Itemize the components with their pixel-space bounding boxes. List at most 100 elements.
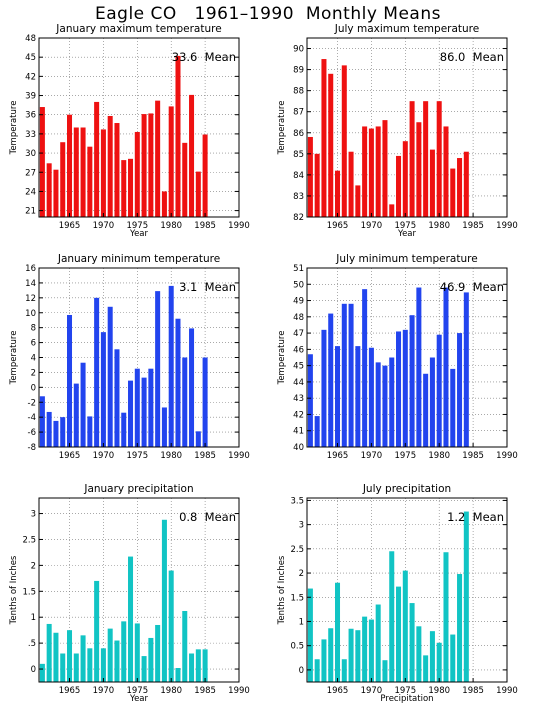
data-bar [368, 619, 374, 682]
y-tick-label: 84 [293, 171, 304, 181]
data-bar [100, 129, 106, 217]
y-tick-label: 24 [25, 187, 36, 197]
x-tick-label: 1990 [228, 221, 250, 231]
data-bar [100, 332, 106, 447]
data-bar [73, 383, 79, 447]
data-bar [189, 94, 195, 217]
x-tick-label: 1985 [194, 451, 216, 461]
plot-frame [306, 267, 508, 448]
y-tick-label: 27 [25, 168, 36, 178]
x-tick-label: 1970 [93, 451, 115, 461]
y-tick-label: .5 [28, 639, 36, 649]
data-bar [450, 634, 456, 682]
x-tick-label: 1970 [361, 221, 383, 231]
data-bar [80, 362, 86, 447]
y-tick-label: 48 [25, 34, 36, 44]
data-bar [168, 570, 174, 682]
data-bar [155, 100, 161, 217]
data-bar [443, 126, 449, 217]
data-bar [67, 630, 73, 682]
x-tick-label: 1980 [428, 221, 450, 231]
data-bar [389, 204, 395, 217]
x-tick-label: 1985 [194, 686, 216, 696]
data-bar [39, 663, 45, 682]
y-tick-label: 39 [25, 92, 36, 102]
mean-label: 33.6 Mean [172, 50, 236, 64]
y-axis-label: Temperature [9, 101, 19, 156]
data-bar [134, 623, 140, 682]
data-bar [375, 362, 381, 447]
y-tick-label: 51 [293, 264, 304, 274]
y-tick-label: 14 [25, 279, 36, 289]
data-bar [73, 127, 79, 217]
data-bar [396, 331, 402, 447]
data-bar [141, 114, 147, 217]
data-bar [155, 624, 161, 682]
data-bar [416, 122, 422, 217]
jul-precip-chart: July precipitation 0 0.5 1 1.5 2 2.5 3 3.5 1965 19… [277, 483, 518, 704]
data-bar [348, 303, 354, 447]
x-tick-label: 1965 [327, 451, 349, 461]
y-tick-label: 12 [25, 294, 36, 304]
x-tick-label: 1970 [361, 686, 383, 696]
y-tick-label: 3 [299, 521, 304, 531]
y-tick-label: 90 [293, 45, 304, 55]
data-bar [443, 552, 449, 682]
data-bar [87, 146, 93, 217]
y-axis-label: Temperature [277, 331, 287, 386]
mean-label: 0.8 Mean [179, 510, 236, 524]
data-bar [60, 653, 66, 682]
plot-frame [38, 497, 240, 683]
y-axis-label: Tenths of Inches [9, 555, 19, 625]
data-bar [328, 628, 334, 682]
data-bar [121, 621, 127, 682]
y-tick-label: 46 [293, 345, 304, 355]
x-tick-label: 1990 [228, 686, 250, 696]
jan-precip-chart: January precipitation 0 .5 1 1.5 2 2.5 3 1965 197… [9, 483, 250, 704]
y-tick-label: 49 [293, 297, 304, 307]
y-tick-label: 8 [31, 324, 36, 334]
data-bar [195, 649, 201, 682]
y-tick-label: -6 [28, 428, 36, 438]
y-tick-label: 41 [293, 427, 304, 437]
data-bar [107, 306, 113, 447]
y-tick-label: 1 [31, 613, 36, 623]
data-bar [107, 115, 113, 217]
y-tick-label: 2 [31, 561, 36, 571]
data-bar [355, 185, 361, 217]
y-tick-label: 47 [293, 329, 304, 339]
x-axis-label: Year [129, 694, 149, 704]
data-bar [450, 368, 456, 447]
page-title: Eagle CO 1961–1990 Monthly Means [95, 4, 441, 24]
y-tick-label: 85 [293, 150, 304, 160]
y-tick-label: 0 [299, 666, 304, 676]
data-bar [341, 659, 347, 682]
data-bar [307, 588, 313, 682]
y-tick-label: -4 [28, 413, 36, 423]
data-bar [128, 556, 134, 682]
plot-frame [306, 497, 508, 683]
x-tick-label: 1990 [228, 451, 250, 461]
y-tick-label: 33 [25, 130, 36, 140]
x-tick-label: 1970 [361, 451, 383, 461]
data-bar [328, 313, 334, 447]
y-tick-label: 0 [31, 665, 36, 675]
data-bar [148, 368, 154, 447]
data-bar [80, 127, 86, 217]
data-bar [423, 101, 429, 217]
data-bar [80, 635, 86, 682]
data-bar [39, 396, 45, 447]
y-axis-label: Tenths of Inches [277, 555, 287, 625]
y-tick-label: 4 [31, 354, 36, 364]
y-axis-label: Temperature [9, 331, 19, 386]
x-tick-label: 1980 [428, 686, 450, 696]
y-tick-label: 2.5 [290, 545, 304, 555]
data-bar [148, 113, 154, 217]
data-bar [141, 377, 147, 447]
mean-label: 1.2 Mean [447, 510, 504, 524]
data-bar [202, 134, 208, 217]
data-bar [382, 365, 388, 447]
data-bar [161, 407, 167, 447]
x-tick-label: 1980 [160, 451, 182, 461]
y-tick-label: 50 [293, 280, 304, 290]
